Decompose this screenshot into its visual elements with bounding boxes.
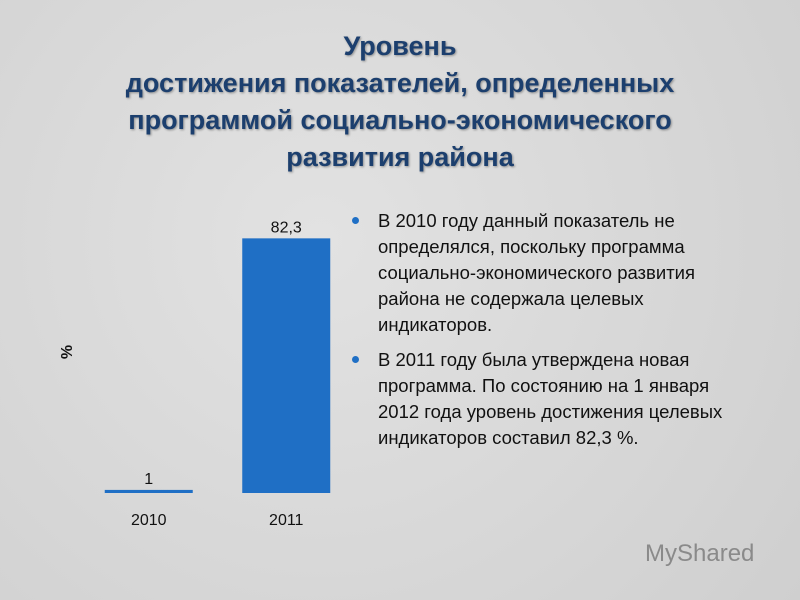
bar bbox=[242, 238, 331, 493]
title-line: Уровень bbox=[343, 31, 457, 61]
bar bbox=[104, 489, 193, 493]
bullet: В 2010 году данный показатель не определ… bbox=[352, 208, 752, 338]
title-line: программой социально-экономического bbox=[128, 105, 672, 135]
title-line: достижения показателей, определенных bbox=[125, 68, 675, 98]
value-label: 1 bbox=[144, 471, 153, 488]
bullet-list: В 2010 году данный показатель не определ… bbox=[352, 208, 752, 460]
chart-title: Уровень достижения показателей, определен… bbox=[0, 28, 800, 176]
x-tick-label: 2010 bbox=[131, 512, 167, 529]
y-axis-label: % bbox=[59, 345, 76, 359]
x-tick-label: 2011 bbox=[269, 512, 304, 529]
bullet: В 2011 году была утверждена новая програ… bbox=[352, 347, 752, 451]
title-line: развития района bbox=[286, 142, 514, 172]
chart: % 2010 1 2011 82,3 bbox=[59, 220, 331, 529]
value-label: 82,3 bbox=[271, 220, 302, 237]
watermark: MyShared bbox=[645, 540, 755, 567]
